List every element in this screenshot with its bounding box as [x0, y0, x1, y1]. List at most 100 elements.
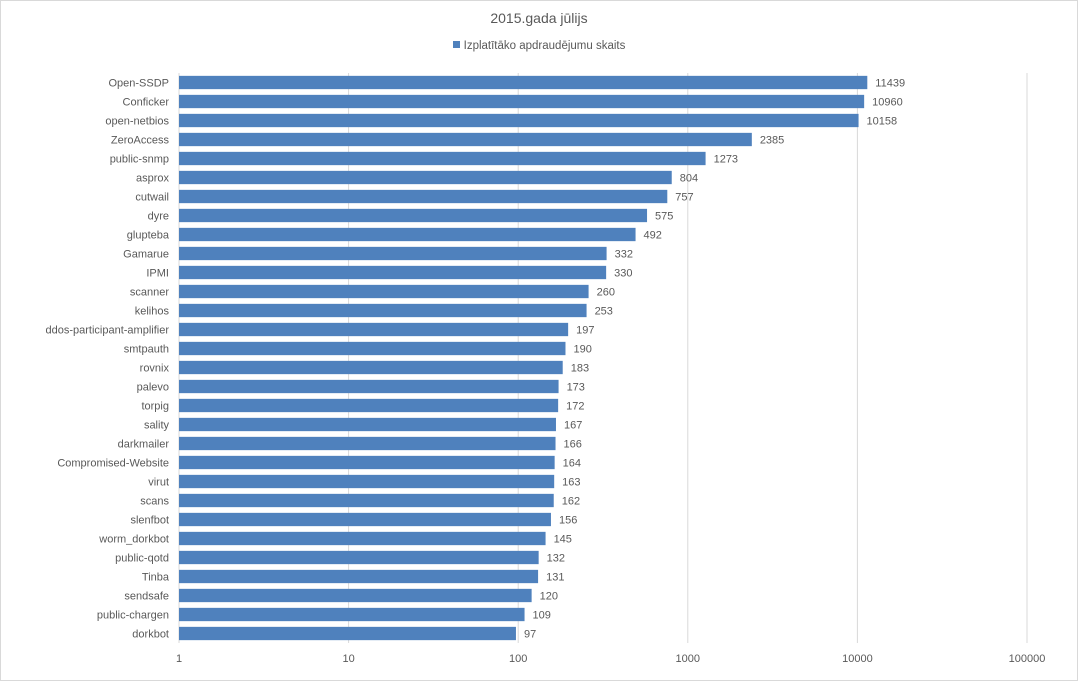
- x-tick-label: 10000: [842, 653, 873, 665]
- data-label: 10158: [867, 116, 898, 128]
- data-label: 166: [564, 439, 582, 451]
- bar: [179, 474, 555, 489]
- data-label: 97: [524, 629, 536, 641]
- bar: [179, 132, 752, 147]
- bar: [179, 303, 587, 318]
- bar: [179, 417, 556, 432]
- bar: [179, 531, 546, 546]
- data-label: 332: [615, 249, 633, 261]
- bar: [179, 246, 607, 261]
- x-tick-label: 100: [509, 653, 527, 665]
- category-label: dorkbot: [132, 629, 169, 641]
- category-label: asprox: [136, 173, 170, 185]
- data-label: 120: [540, 591, 558, 603]
- category-label: IPMI: [146, 268, 169, 280]
- data-label: 173: [567, 382, 585, 394]
- category-label: Gamarue: [123, 249, 169, 261]
- legend-label: Izplatītāko apdraudējumu skaits: [463, 40, 626, 52]
- bar: [179, 379, 559, 394]
- data-label: 197: [576, 325, 594, 337]
- category-label: palevo: [137, 382, 169, 394]
- category-label: dyre: [148, 211, 169, 223]
- category-label: Conficker: [123, 97, 170, 109]
- data-label: 131: [546, 572, 564, 584]
- bar: [179, 607, 525, 622]
- bar: [179, 94, 865, 109]
- bar: [179, 588, 532, 603]
- data-label: 183: [571, 363, 589, 375]
- data-label: 1273: [714, 154, 738, 166]
- data-label: 162: [562, 496, 580, 508]
- data-label: 163: [562, 477, 580, 489]
- bar: [179, 550, 539, 565]
- category-label: open-netbios: [105, 116, 169, 128]
- data-label: 167: [564, 420, 582, 432]
- category-label: slenfbot: [130, 515, 169, 527]
- bar: [179, 341, 566, 356]
- x-tick-label: 100000: [1009, 653, 1046, 665]
- data-label: 172: [566, 401, 584, 413]
- bar: [179, 626, 516, 641]
- category-label: smtpauth: [124, 344, 169, 356]
- category-label: public-snmp: [110, 154, 169, 166]
- data-label: 164: [563, 458, 581, 470]
- category-label: ZeroAccess: [111, 135, 170, 147]
- category-label: scanner: [130, 287, 169, 299]
- bar: [179, 360, 563, 375]
- category-label: kelihos: [135, 306, 170, 318]
- data-label: 492: [644, 230, 662, 242]
- category-label: public-chargen: [97, 610, 169, 622]
- data-label: 145: [554, 534, 572, 546]
- category-label: Open-SSDP: [108, 78, 169, 90]
- x-tick-label: 1: [176, 653, 182, 665]
- category-label: Tinba: [142, 572, 170, 584]
- category-label: sendsafe: [124, 591, 169, 603]
- data-label: 253: [595, 306, 613, 318]
- bar: [179, 75, 868, 90]
- bar: [179, 455, 555, 470]
- category-label: Compromised-Website: [57, 458, 169, 470]
- data-label: 260: [597, 287, 615, 299]
- bar: [179, 113, 859, 128]
- x-tick-label: 10: [342, 653, 354, 665]
- data-label: 757: [675, 192, 693, 204]
- chart-title: 2015.gada jūlijs: [490, 10, 588, 26]
- bar: [179, 208, 648, 223]
- legend: Izplatītāko apdraudējumu skaits: [0, 40, 1078, 52]
- bar: [179, 493, 554, 508]
- category-label: torpig: [141, 401, 169, 413]
- category-label: public-qotd: [115, 553, 169, 565]
- category-label: cutwail: [135, 192, 169, 204]
- x-tick-label: 1000: [676, 653, 700, 665]
- data-label: 132: [547, 553, 565, 565]
- bar: [179, 189, 668, 204]
- data-label: 10960: [872, 97, 903, 109]
- category-label: scans: [140, 496, 169, 508]
- data-label: 11439: [875, 78, 905, 90]
- bar: [179, 227, 636, 242]
- legend-swatch: [452, 41, 460, 48]
- data-label: 804: [680, 173, 698, 185]
- bar: [179, 569, 539, 584]
- category-label: rovnix: [140, 363, 170, 375]
- bar: [179, 170, 672, 185]
- category-label: worm_dorkbot: [98, 534, 169, 546]
- category-label: virut: [148, 477, 169, 489]
- category-label: ddos-participant-amplifier: [46, 325, 170, 337]
- data-label: 2385: [760, 135, 784, 147]
- bar: [179, 322, 569, 337]
- bar: [179, 151, 706, 166]
- data-label: 330: [614, 268, 632, 280]
- bar: [179, 512, 551, 527]
- data-label: 190: [573, 344, 591, 356]
- category-label: glupteba: [127, 230, 170, 242]
- bar: [179, 265, 607, 280]
- data-label: 156: [559, 515, 577, 527]
- data-label: 575: [655, 211, 673, 223]
- bar: [179, 284, 589, 299]
- bar: [179, 436, 556, 451]
- data-label: 109: [533, 610, 551, 622]
- category-label: darkmailer: [118, 439, 170, 451]
